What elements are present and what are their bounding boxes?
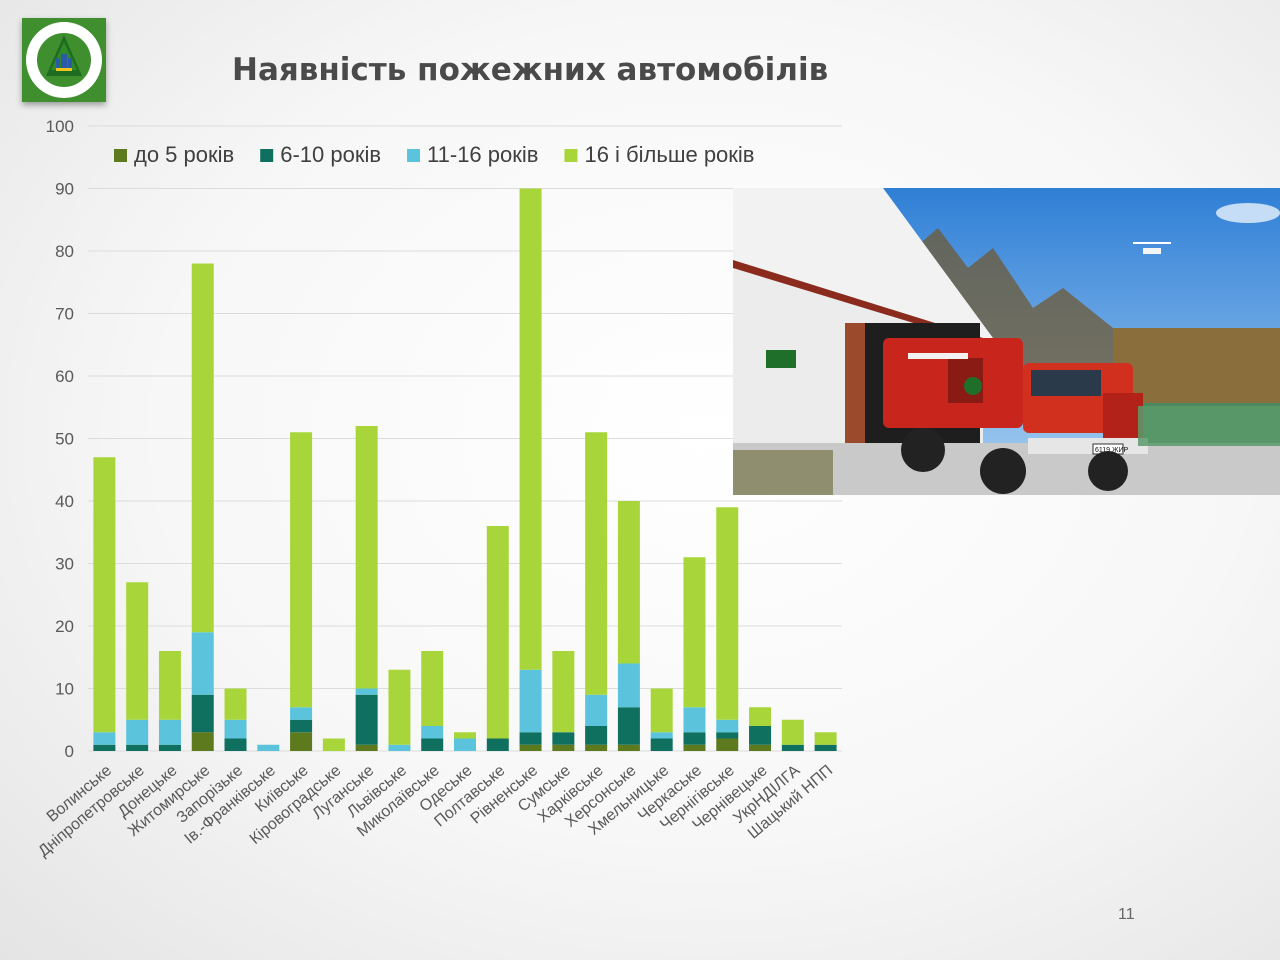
bar-segment	[126, 719, 149, 745]
legend-swatch	[564, 149, 578, 162]
bar-segment	[191, 263, 214, 633]
bar-segment	[355, 744, 378, 751]
bar-segment	[781, 719, 804, 745]
y-tick-label: 40	[55, 492, 74, 511]
bar-segment	[749, 707, 772, 726]
bar-segment	[650, 732, 673, 739]
bar-segment	[93, 744, 116, 751]
bar-segment	[716, 719, 739, 733]
bar-segment	[290, 432, 313, 708]
bar-segment	[585, 726, 608, 745]
bar-segment	[421, 738, 444, 751]
bar-segment	[519, 669, 542, 733]
y-tick-label: 30	[55, 555, 74, 574]
bar-segment	[257, 744, 280, 751]
bar-segment	[224, 688, 247, 720]
bar-segment	[519, 732, 542, 745]
bar-segment	[814, 732, 837, 745]
bar-segment	[93, 457, 116, 733]
bar-segment	[322, 738, 345, 751]
page-number: 11	[1118, 906, 1135, 923]
bar-segment	[716, 507, 739, 720]
bar-segment	[519, 188, 542, 670]
bar-segment	[683, 557, 706, 708]
bar-segment	[650, 688, 673, 733]
bar-segment	[290, 707, 313, 720]
bar-segment	[781, 744, 804, 751]
y-tick-label: 70	[55, 305, 74, 324]
y-tick-label: 100	[46, 117, 74, 136]
y-tick-label: 80	[55, 242, 74, 261]
bar-segment	[191, 632, 214, 695]
bar-segment	[749, 726, 772, 745]
bar-segment	[158, 651, 181, 720]
bar-segment	[617, 707, 640, 745]
bar-segment	[224, 738, 247, 751]
legend-swatch	[407, 149, 421, 162]
bar-segment	[585, 744, 608, 751]
bar-segment	[158, 744, 181, 751]
bar-segment	[290, 732, 313, 751]
y-tick-label: 20	[55, 617, 74, 636]
bar-segment	[552, 744, 575, 751]
y-tick-label: 50	[55, 430, 74, 449]
chart-legend: до 5 років 6-10 років 11-16 років 16 і біль…	[114, 142, 755, 167]
legend-label: 6-10 років	[280, 142, 381, 167]
bar-segment	[617, 663, 640, 708]
bar-segment	[617, 744, 640, 751]
bar-segment	[716, 732, 739, 739]
bar-segment	[454, 738, 476, 751]
bar-segment	[454, 732, 476, 739]
bar-segment	[126, 744, 149, 751]
bar-segment	[486, 526, 509, 739]
bar-segment	[683, 732, 706, 745]
y-tick-label: 90	[55, 180, 74, 199]
chart-bars	[93, 188, 837, 751]
bar-segment	[93, 732, 116, 745]
bar-segment	[683, 707, 706, 733]
bar-segment	[158, 719, 181, 745]
agency-logo	[22, 18, 106, 102]
bar-segment	[585, 694, 608, 726]
bar-segment	[388, 669, 411, 745]
y-axis-ticks: 0 10 20 30 40 50 60 70 80 90 100	[46, 117, 74, 761]
bar-segment	[126, 582, 149, 720]
bar-segment	[552, 651, 575, 733]
bar-segment	[355, 426, 378, 689]
legend-swatch	[114, 149, 127, 162]
y-tick-label: 10	[55, 680, 74, 699]
y-tick-label: 0	[65, 742, 74, 761]
bar-segment	[421, 726, 444, 739]
bar-segment	[388, 744, 411, 751]
bar-segment	[650, 738, 673, 751]
bar-segment	[290, 719, 313, 733]
bar-segment	[519, 744, 542, 751]
bar-segment	[585, 432, 608, 695]
legend-label: 11-16 років	[427, 142, 538, 167]
bar-segment	[355, 688, 378, 695]
bar-segment	[355, 694, 378, 745]
legend-label: до 5 років	[134, 142, 234, 167]
bar-segment	[191, 732, 214, 751]
slide-title: Наявність пожежних автомобілів	[232, 52, 829, 88]
y-tick-label: 60	[55, 367, 74, 386]
bar-segment	[421, 651, 444, 726]
license-plate: 6119 ЖИР	[1095, 447, 1128, 454]
legend-label: 16 і більше років	[584, 142, 754, 167]
bar-segment	[749, 744, 772, 751]
bar-segment	[191, 694, 214, 733]
bar-segment	[814, 744, 837, 751]
fire-truck-photo: 6119 ЖИР	[733, 188, 1280, 495]
bar-segment	[716, 738, 739, 751]
bar-segment	[617, 501, 640, 664]
bar-segment	[224, 719, 247, 739]
x-axis-categories: ВолинськеДніпропетровськеДонецькеЖитомир…	[35, 762, 836, 860]
bar-segment	[683, 744, 706, 751]
bar-segment	[486, 738, 509, 751]
legend-swatch	[260, 149, 274, 162]
bar-segment	[552, 732, 575, 745]
